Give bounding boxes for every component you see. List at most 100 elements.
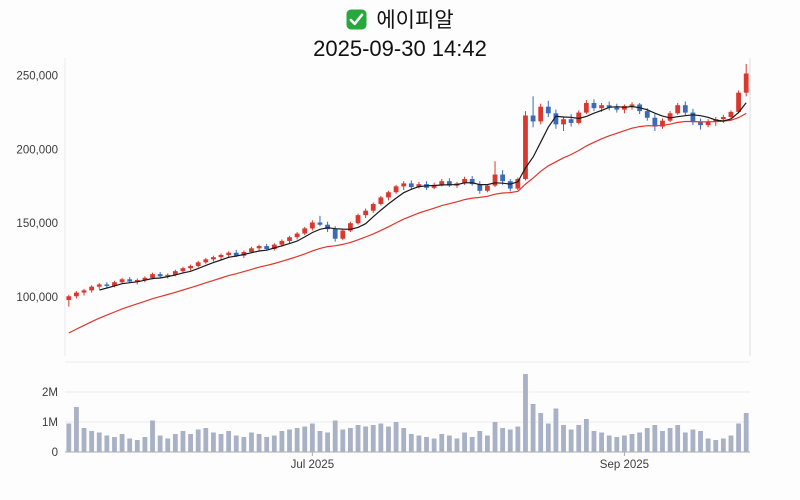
candle-body <box>104 284 110 286</box>
volume-bar <box>332 420 338 452</box>
candle-body <box>477 184 483 191</box>
y-axis-label: 250,000 <box>16 71 58 83</box>
y-axis-label: 150,000 <box>16 218 58 230</box>
volume-bar <box>614 437 620 452</box>
volume-bar <box>469 437 475 452</box>
volume-bar <box>424 437 429 452</box>
candle-body <box>561 119 566 125</box>
checkbox-checked-icon <box>346 9 367 30</box>
x-axis-label: Jul 2025 <box>291 459 334 471</box>
volume-bar <box>96 432 102 452</box>
volume-bar <box>568 429 574 452</box>
volume-bar <box>150 420 155 452</box>
candle-body <box>340 230 346 239</box>
volume-bar <box>172 434 178 452</box>
title-row: 에이피알 <box>0 4 800 34</box>
ma-fast-line <box>99 102 747 291</box>
candle-body <box>165 274 171 277</box>
candle-body <box>96 284 102 287</box>
volume-bar <box>127 438 133 452</box>
candle-body <box>728 111 734 118</box>
volume-bar <box>500 428 506 452</box>
volume-bar <box>644 428 650 452</box>
candle-body <box>89 286 95 291</box>
candle-body <box>667 113 673 121</box>
candle-body <box>203 259 209 263</box>
candle-body <box>606 105 612 108</box>
volume-bar <box>408 434 414 452</box>
candle-body <box>180 268 186 272</box>
candle-body <box>507 181 513 189</box>
volume-bar <box>515 426 521 452</box>
volume-bar <box>728 435 734 452</box>
candle-body <box>317 222 323 225</box>
candle-body <box>393 186 399 193</box>
volume-bar <box>705 438 711 452</box>
candle-body <box>294 233 300 238</box>
candle-body <box>271 244 277 250</box>
candle-body <box>363 210 369 216</box>
volume-bar <box>713 440 719 452</box>
candle-body <box>492 174 498 186</box>
volume-bar <box>591 431 597 452</box>
volume-bar <box>523 374 528 452</box>
candle-body <box>302 228 308 234</box>
volume-bar <box>690 429 696 452</box>
candle-body <box>591 102 597 109</box>
volume-bar <box>363 426 369 452</box>
volume-bar <box>675 425 681 452</box>
candle-body <box>408 183 414 188</box>
volume-bar <box>241 437 247 452</box>
volume-bar <box>446 435 452 452</box>
candle-body <box>431 184 437 188</box>
volume-bar <box>211 432 216 452</box>
volume-bar <box>294 428 300 452</box>
chart-datetime: 2025-09-30 14:42 <box>313 36 487 61</box>
volume-bar <box>720 438 726 452</box>
candle-body <box>74 292 79 297</box>
volume-bar <box>218 434 224 452</box>
volume-bar <box>188 434 193 452</box>
candle-body <box>576 112 582 123</box>
candle-body <box>279 240 285 245</box>
volume-bar <box>325 432 330 452</box>
volume-bar <box>462 432 467 452</box>
candle-body <box>401 183 407 187</box>
volume-bar <box>698 431 703 452</box>
candle-body <box>599 105 604 109</box>
candle-body <box>538 106 544 122</box>
volume-bar <box>682 432 688 452</box>
y-axis-label: 200,000 <box>16 144 58 156</box>
volume-bar <box>736 423 741 452</box>
volume-bar <box>553 408 559 452</box>
candle-body <box>112 282 117 286</box>
volume-bar <box>416 435 422 452</box>
candle-body <box>386 192 391 198</box>
volume-bar <box>492 422 498 452</box>
volume-bar <box>583 419 589 452</box>
volume-bar <box>485 435 490 452</box>
candle-body <box>652 117 658 127</box>
volume-bar <box>302 426 308 452</box>
candles-group <box>66 63 749 307</box>
volume-bar <box>256 434 262 452</box>
candle-body <box>705 121 711 126</box>
volume-bar <box>370 425 376 452</box>
volume-bar <box>401 428 407 452</box>
candle-body <box>142 277 148 281</box>
volume-bar <box>743 413 749 452</box>
candle-body <box>264 246 270 250</box>
chart-header: 에이피알 2025-09-30 14:42 <box>0 0 800 62</box>
candle-body <box>530 115 536 122</box>
volume-bar <box>142 437 148 452</box>
candle-body <box>515 178 521 189</box>
grid-group <box>64 58 751 453</box>
volume-bar <box>340 429 346 452</box>
candle-body <box>736 92 741 112</box>
volume-bar <box>165 438 171 452</box>
ma-slow-line <box>68 112 747 334</box>
volume-bar <box>599 432 604 452</box>
candle-body <box>545 106 551 114</box>
